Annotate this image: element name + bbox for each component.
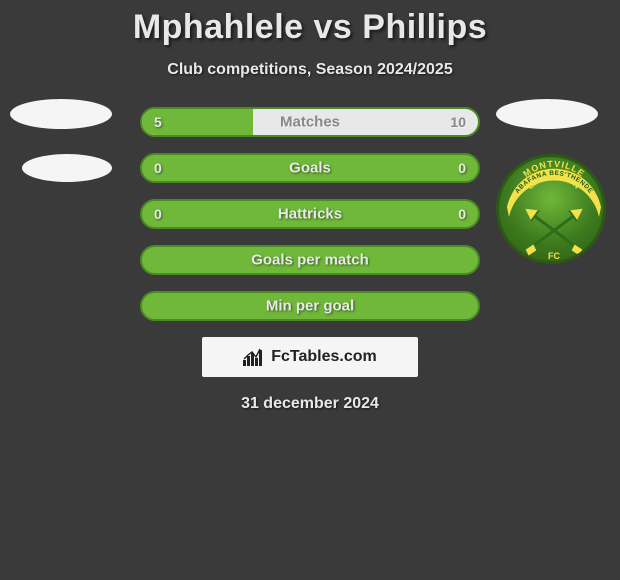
stat-left-value: 0 — [154, 206, 162, 222]
brand-text: FcTables.com — [271, 348, 377, 366]
stat-row: 0 Goals 0 — [140, 153, 480, 183]
stat-row: 0 Hattricks 0 — [140, 199, 480, 229]
stat-label: Hattricks — [278, 206, 342, 223]
left-player-badges — [10, 99, 112, 207]
comparison-panel: MONTVILLE OLDEN ARROW ABAFANA BES'THENDE — [0, 107, 620, 413]
stat-left-value: 5 — [154, 114, 162, 130]
svg-text:FC: FC — [548, 251, 560, 261]
club-crest: MONTVILLE OLDEN ARROW ABAFANA BES'THENDE — [496, 154, 606, 264]
stat-row: Goals per match — [140, 245, 480, 275]
page-subtitle: Club competitions, Season 2024/2025 — [0, 61, 620, 79]
stat-label: Goals per match — [251, 252, 369, 269]
page-title: Mphahlele vs Phillips — [0, 0, 620, 47]
stat-label: Goals — [289, 160, 331, 177]
stat-right-value: 0 — [458, 206, 466, 222]
bar-chart-icon — [243, 348, 265, 366]
placeholder-badge — [10, 99, 112, 129]
placeholder-badge — [496, 99, 598, 129]
stat-row: Min per goal — [140, 291, 480, 321]
placeholder-badge — [22, 154, 112, 182]
stat-right-value: 10 — [450, 114, 466, 130]
stat-row: 5 Matches 10 — [140, 107, 480, 137]
brand-box: FcTables.com — [202, 337, 418, 377]
stat-bars: 5 Matches 10 0 Goals 0 0 Hattricks 0 Goals per ma… — [140, 107, 480, 321]
stat-label: Matches — [280, 114, 340, 131]
date-line: 31 december 2024 — [0, 395, 620, 413]
stat-label: Min per goal — [266, 298, 354, 315]
club-crest-icon: MONTVILLE OLDEN ARROW ABAFANA BES'THENDE — [499, 157, 606, 264]
stat-left-value: 0 — [154, 160, 162, 176]
right-player-badges: MONTVILLE OLDEN ARROW ABAFANA BES'THENDE — [496, 99, 606, 264]
stat-right-value: 0 — [458, 160, 466, 176]
